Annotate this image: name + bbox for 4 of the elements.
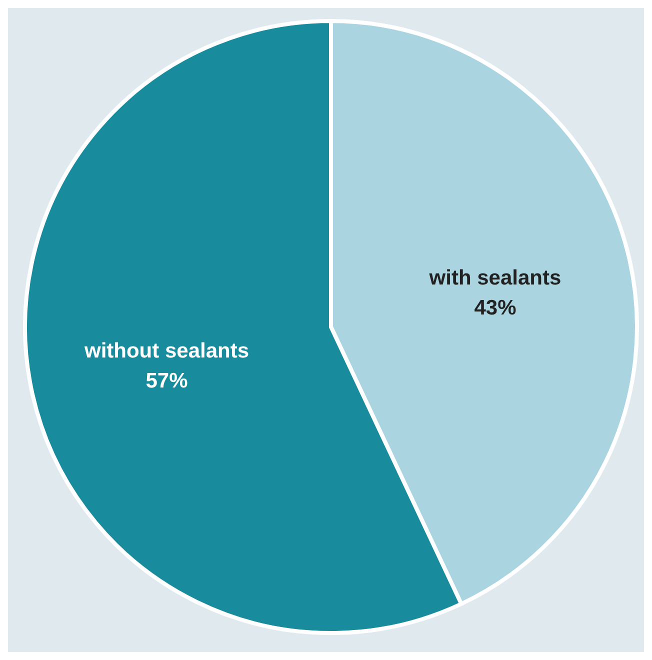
data-label: 57% (146, 370, 188, 393)
data-label: 43% (474, 296, 517, 320)
slice-label: with sealants (428, 266, 562, 290)
slice-label: without sealants (83, 340, 250, 363)
